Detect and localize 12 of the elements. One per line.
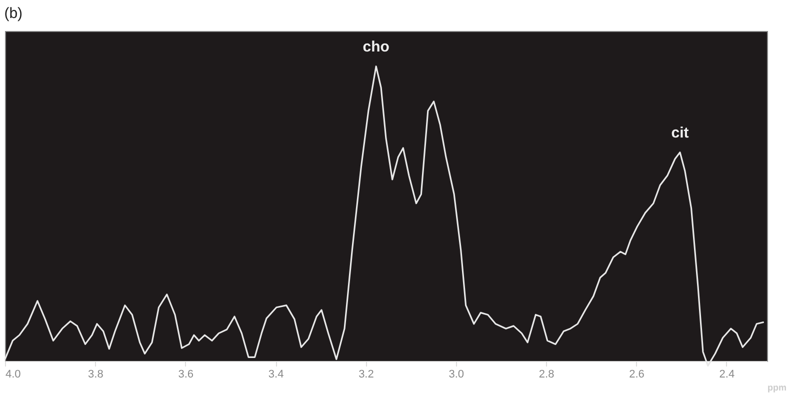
x-tick-label: 3.2 <box>358 368 374 380</box>
x-tick-label: 4.0 <box>6 368 21 380</box>
x-tick-label: 2.8 <box>538 368 554 380</box>
x-tick-label: 2.6 <box>629 368 644 380</box>
chart-title: (b) <box>4 5 23 22</box>
x-tick-label: 3.8 <box>88 368 104 380</box>
annotation: cho <box>362 38 390 56</box>
x-tick-label: 3.4 <box>268 368 284 380</box>
x-tick-label: 3.0 <box>448 368 464 380</box>
x-tick-label: 3.6 <box>178 368 194 380</box>
annotation: cit <box>671 124 689 142</box>
x-tick-label: 2.4 <box>719 368 735 380</box>
